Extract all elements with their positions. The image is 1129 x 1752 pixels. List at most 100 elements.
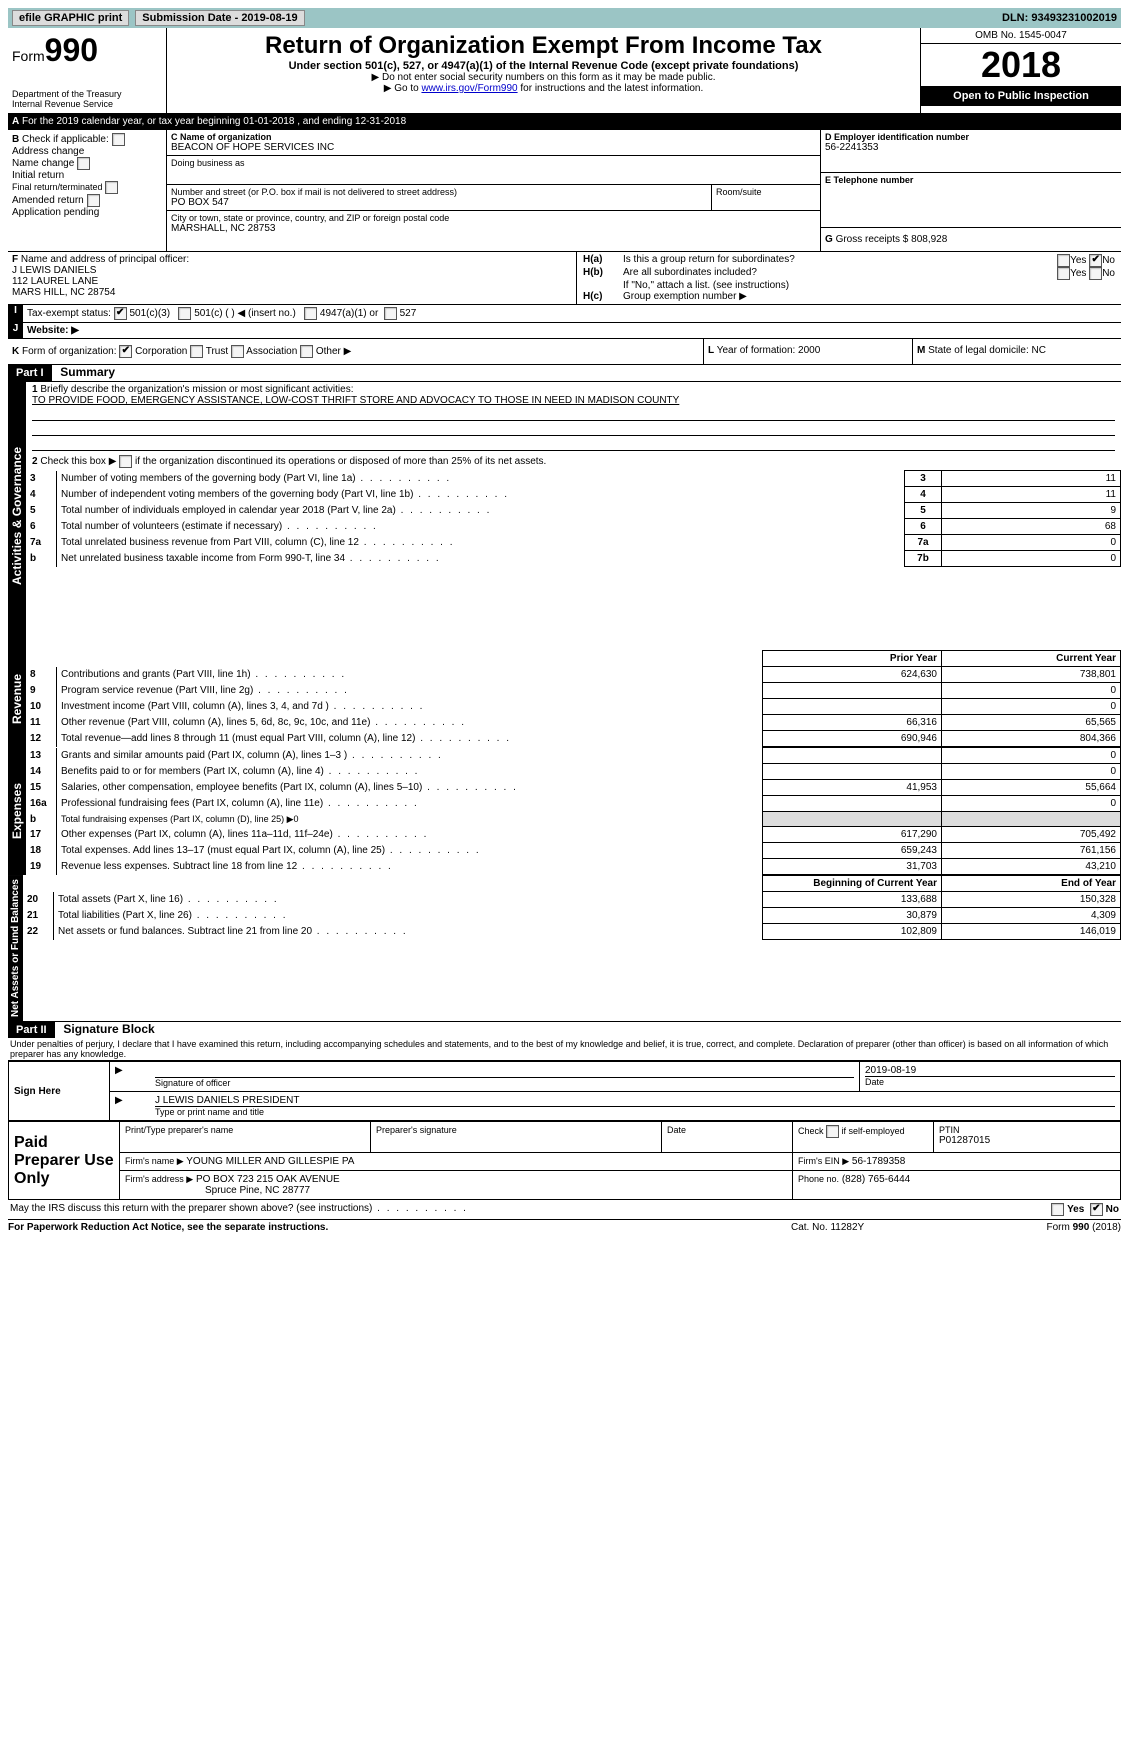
discuss-no-checkbox[interactable] — [1090, 1203, 1103, 1216]
firm-name-label: Firm's name ▶ — [125, 1156, 184, 1166]
self-employed-checkbox[interactable] — [826, 1125, 839, 1138]
open-inspection-label: Open to Public Inspection — [921, 86, 1121, 106]
527-checkbox[interactable] — [384, 307, 397, 320]
corp-checkbox[interactable] — [119, 345, 132, 358]
ha-text: Is this a group return for subordinates? — [623, 254, 1057, 267]
trust-checkbox[interactable] — [190, 345, 203, 358]
dln-label: DLN: 93493231002019 — [1002, 12, 1117, 24]
gross-receipts: Gross receipts $ 808,928 — [836, 234, 948, 245]
box-j-label: J — [8, 323, 23, 338]
box-m-label: M — [917, 345, 925, 356]
discuss-yes: Yes — [1067, 1204, 1084, 1215]
vtab-netassets: Net Assets or Fund Balances — [8, 875, 23, 1021]
efile-graphic-label: efile GRAPHIC print — [12, 10, 129, 26]
line2-num: 2 — [32, 456, 38, 467]
part1-header: Part I — [8, 365, 52, 381]
sig-date: 2019-08-19 — [865, 1065, 1115, 1077]
line-a-label: A — [12, 116, 19, 127]
row-f-h: F Name and address of principal officer:… — [8, 252, 1121, 305]
city-label: City or town, state or province, country… — [171, 213, 816, 223]
line2-text: Check this box ▶ — [40, 456, 116, 467]
table-row: 4Number of independent voting members of… — [26, 487, 1121, 503]
website-label: Website: ▶ — [23, 323, 1121, 338]
hb-label: H(b) — [583, 267, 623, 280]
discuss-yes-checkbox[interactable] — [1051, 1203, 1064, 1216]
table-row: 10Investment income (Part VIII, column (… — [26, 699, 1121, 715]
room-label: Room/suite — [716, 187, 816, 197]
hb-yes-checkbox[interactable] — [1057, 267, 1070, 280]
tax-year: 2018 — [921, 44, 1121, 86]
initial-return: Initial return — [12, 170, 64, 181]
form-org-label: Form of organization: — [22, 346, 117, 357]
expense-table: 13Grants and similar amounts paid (Part … — [26, 747, 1121, 875]
501c-checkbox[interactable] — [178, 307, 191, 320]
submission-date-label: Submission Date - 2019-08-19 — [135, 10, 304, 26]
opt-501c: 501(c) ( ) ◀ (insert no.) — [194, 308, 296, 319]
table-row: 17Other expenses (Part IX, column (A), l… — [26, 827, 1121, 843]
cat-no: Cat. No. 11282Y — [791, 1222, 971, 1233]
501c3-checkbox[interactable] — [114, 307, 127, 320]
name-change: Name change — [12, 158, 74, 169]
final-return-checkbox[interactable] — [105, 181, 118, 194]
firm-addr2: Spruce Pine, NC 28777 — [125, 1185, 787, 1196]
discuss-no: No — [1106, 1204, 1119, 1215]
box-f-label: F — [12, 254, 18, 265]
officer-addr1: 112 LAUREL LANE — [12, 276, 572, 287]
amended-checkbox[interactable] — [87, 194, 100, 207]
other-checkbox[interactable] — [300, 345, 313, 358]
self-employed-label: if self-employed — [842, 1126, 905, 1136]
officer-addr2: MARS HILL, NC 28754 — [12, 287, 572, 298]
assoc-checkbox[interactable] — [231, 345, 244, 358]
hb-no-checkbox[interactable] — [1089, 267, 1102, 280]
amended-return: Amended return — [12, 195, 84, 206]
table-row: 21Total liabilities (Part X, line 26)30,… — [23, 908, 1121, 924]
box-k-label: K — [12, 346, 19, 357]
table-row: 11Other revenue (Part VIII, column (A), … — [26, 715, 1121, 731]
table-row: 7aTotal unrelated business revenue from … — [26, 535, 1121, 551]
line2-checkbox[interactable] — [119, 455, 132, 468]
dba-label: Doing business as — [171, 158, 816, 168]
address-change-checkbox[interactable] — [112, 133, 125, 146]
line1-num: 1 — [32, 384, 38, 395]
org-name: BEACON OF HOPE SERVICES INC — [171, 142, 816, 153]
form-note2: ▶ Go to www.irs.gov/Form990 for instruct… — [171, 83, 916, 94]
opt-4947: 4947(a)(1) or — [320, 308, 378, 319]
4947-checkbox[interactable] — [304, 307, 317, 320]
officer-name: J LEWIS DANIELS — [12, 265, 572, 276]
col-prior: Prior Year — [763, 651, 942, 667]
form-note1: ▶ Do not enter social security numbers o… — [171, 72, 916, 83]
ha-yes-checkbox[interactable] — [1057, 254, 1070, 267]
name-change-checkbox[interactable] — [77, 157, 90, 170]
note2-prefix: ▶ Go to — [384, 83, 422, 94]
signature-table: Sign Here ▶ Signature of officer 2019-08… — [8, 1061, 1121, 1121]
box-g-label: G — [825, 234, 833, 245]
table-row: 19Revenue less expenses. Subtract line 1… — [26, 859, 1121, 875]
ha-no-checkbox[interactable] — [1089, 254, 1102, 267]
firm-addr-label: Firm's address ▶ — [125, 1174, 193, 1184]
paid-preparer-label: Paid Preparer Use Only — [9, 1122, 120, 1200]
row-klm: K Form of organization: Corporation Trus… — [8, 339, 1121, 365]
box-l-label: L — [708, 345, 714, 356]
type-name-label: Type or print name and title — [155, 1107, 1115, 1117]
irs-label: Internal Revenue Service — [12, 99, 162, 109]
prep-sig-label: Preparer's signature — [376, 1125, 656, 1135]
form-number: Form990 — [12, 32, 162, 69]
form990-link[interactable]: www.irs.gov/Form990 — [421, 83, 517, 94]
revenue-table: Prior Year Current Year 8Contributions a… — [26, 650, 1121, 747]
part1-title: Summary — [54, 365, 115, 379]
address-change: Address change — [12, 146, 162, 157]
table-row: bNet unrelated business taxable income f… — [26, 551, 1121, 567]
box-c-label: C Name of organization — [171, 132, 816, 142]
omb-number: OMB No. 1545-0047 — [921, 28, 1121, 44]
table-row: 8Contributions and grants (Part VIII, li… — [26, 667, 1121, 683]
table-row: 14Benefits paid to or for members (Part … — [26, 764, 1121, 780]
tax-exempt-label: Tax-exempt status: — [27, 308, 111, 319]
line2-suffix: if the organization discontinued its ope… — [135, 456, 546, 467]
part1-header-row: Part I Summary — [8, 365, 1121, 382]
check-label: Check — [798, 1126, 824, 1136]
opt-corp: Corporation — [135, 346, 187, 357]
application-pending: Application pending — [12, 207, 99, 218]
date-label: Date — [865, 1077, 1115, 1087]
box-b-check-label: Check if applicable: — [22, 134, 109, 145]
table-row: 5Total number of individuals employed in… — [26, 503, 1121, 519]
